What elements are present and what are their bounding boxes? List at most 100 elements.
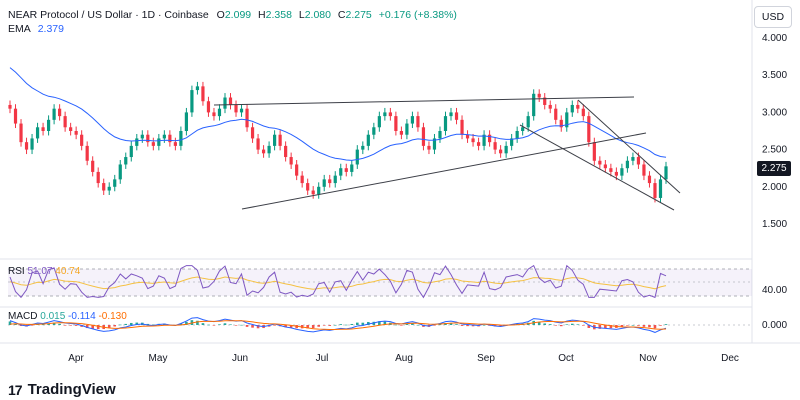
candle-body: [102, 183, 106, 191]
macd-hist-bar: [405, 323, 409, 325]
currency-button[interactable]: USD: [754, 6, 792, 28]
candle-body: [168, 134, 172, 143]
candle-body: [510, 138, 514, 146]
low-value: 2.080: [304, 9, 331, 21]
candle-body: [592, 142, 596, 161]
candle-body: [223, 97, 227, 109]
candle-body: [581, 108, 585, 117]
time-axis-label: Aug: [395, 353, 413, 364]
macd-hist-bar: [543, 323, 547, 325]
candle-body: [24, 142, 29, 150]
candle-body: [146, 134, 150, 143]
macd-hist-bar: [416, 324, 420, 326]
price-axis-tick: 4.000: [762, 33, 787, 44]
macd-hist-bar: [339, 324, 343, 325]
candle-body: [333, 175, 337, 184]
macd-hist-bar: [653, 325, 657, 329]
macd-signal-value: -0.114: [68, 311, 96, 322]
support-line: [241, 132, 647, 210]
macd-hist-bar: [245, 325, 249, 327]
macd-hist-bar: [400, 325, 403, 326]
macd-legend[interactable]: MACD 0.015 -0.114 -0.130: [8, 311, 127, 322]
candle-body: [361, 145, 365, 150]
candle-body: [609, 168, 613, 172]
candle-body: [521, 127, 525, 131]
macd-hist-bar: [284, 325, 287, 328]
macd-hist-bar: [344, 324, 348, 326]
macd-hist-bar: [317, 325, 321, 327]
candle-body: [52, 108, 56, 120]
macd-hist-bar: [626, 325, 629, 326]
candle-body: [454, 112, 459, 120]
macd-hist-bar: [107, 325, 111, 328]
macd-hist-bar: [378, 321, 381, 325]
candle-body: [377, 116, 381, 128]
candle-body: [8, 104, 12, 109]
candle-body: [372, 127, 376, 135]
rsi-legend[interactable]: RSI 51.07 40.74: [8, 266, 80, 277]
resistance-line: [213, 96, 635, 106]
macd-hist-bar: [14, 323, 17, 325]
candle-body: [388, 112, 392, 117]
macd-hist-bar: [554, 325, 558, 326]
macd-hist-bar: [631, 324, 635, 326]
candle-body: [383, 112, 387, 117]
rsi-line: [9, 264, 667, 299]
tradingview-logo[interactable]: 17 TradingView: [8, 381, 116, 398]
open-value: 2.099: [224, 9, 252, 21]
macd-label: MACD: [8, 311, 38, 322]
candle-body: [135, 138, 139, 146]
close-value: 2.275: [345, 9, 372, 21]
macd-hist-bar: [559, 325, 563, 327]
macd-hist-bar: [609, 325, 613, 329]
ema-legend[interactable]: EMA 2.379: [8, 23, 64, 35]
candle-body: [289, 157, 293, 165]
candle-body: [157, 138, 161, 146]
macd-hist-bar: [8, 321, 12, 325]
candle-body: [438, 131, 442, 139]
macd-hist-bar: [229, 324, 232, 326]
candle-body: [576, 104, 580, 109]
time-axis-label: Jun: [232, 353, 248, 364]
candle-body: [206, 101, 211, 113]
candle-body: [317, 186, 321, 195]
candle-body: [482, 134, 486, 146]
candle-body: [410, 116, 415, 124]
candle-body: [322, 179, 326, 187]
macd-hist-bar: [85, 325, 89, 329]
rsi-label: RSI: [8, 266, 25, 277]
candle-body: [239, 108, 244, 113]
candle-body: [173, 142, 177, 146]
candle-body: [91, 160, 95, 172]
macd-hist-bar: [152, 324, 155, 326]
candle-body: [355, 149, 359, 165]
candle-body: [273, 134, 277, 146]
brand-name: TradingView: [27, 381, 116, 398]
price-axis[interactable]: 4.000 3.500 3.000 2.500 2.000 1.500: [762, 33, 787, 230]
candle-body: [658, 179, 663, 198]
macd-hist-bar: [587, 325, 591, 328]
candle-body: [250, 127, 255, 139]
close-label: C: [337, 9, 346, 21]
macd-hist-bar: [394, 324, 398, 326]
trendlines[interactable]: [213, 96, 681, 211]
macd-hist-bar: [30, 325, 34, 326]
time-axis[interactable]: Apr May Jun Jul Aug Sep Oct Nov Dec: [68, 353, 739, 364]
candle-body: [554, 108, 558, 120]
macd-hist-bar: [642, 325, 646, 327]
candle-body: [212, 112, 216, 117]
time-axis-label: Apr: [68, 353, 84, 364]
macd-hist-bar: [306, 325, 309, 329]
rsi-ma-line: [9, 276, 667, 290]
macd-hist-bar: [333, 324, 337, 326]
macd-hist-bar: [118, 324, 122, 326]
time-axis-label: Sep: [477, 353, 495, 364]
candle-body: [487, 134, 492, 143]
macd-hist-bar: [620, 325, 624, 327]
symbol-title[interactable]: NEAR Protocol / US Dollar · 1D · Coinbas…: [8, 9, 209, 21]
symbol-legend[interactable]: NEAR Protocol / US Dollar · 1D · Coinbas…: [8, 8, 457, 22]
high-value: 2.358: [265, 9, 292, 21]
macd-hist-bar: [604, 325, 607, 329]
candle-body: [195, 86, 200, 91]
